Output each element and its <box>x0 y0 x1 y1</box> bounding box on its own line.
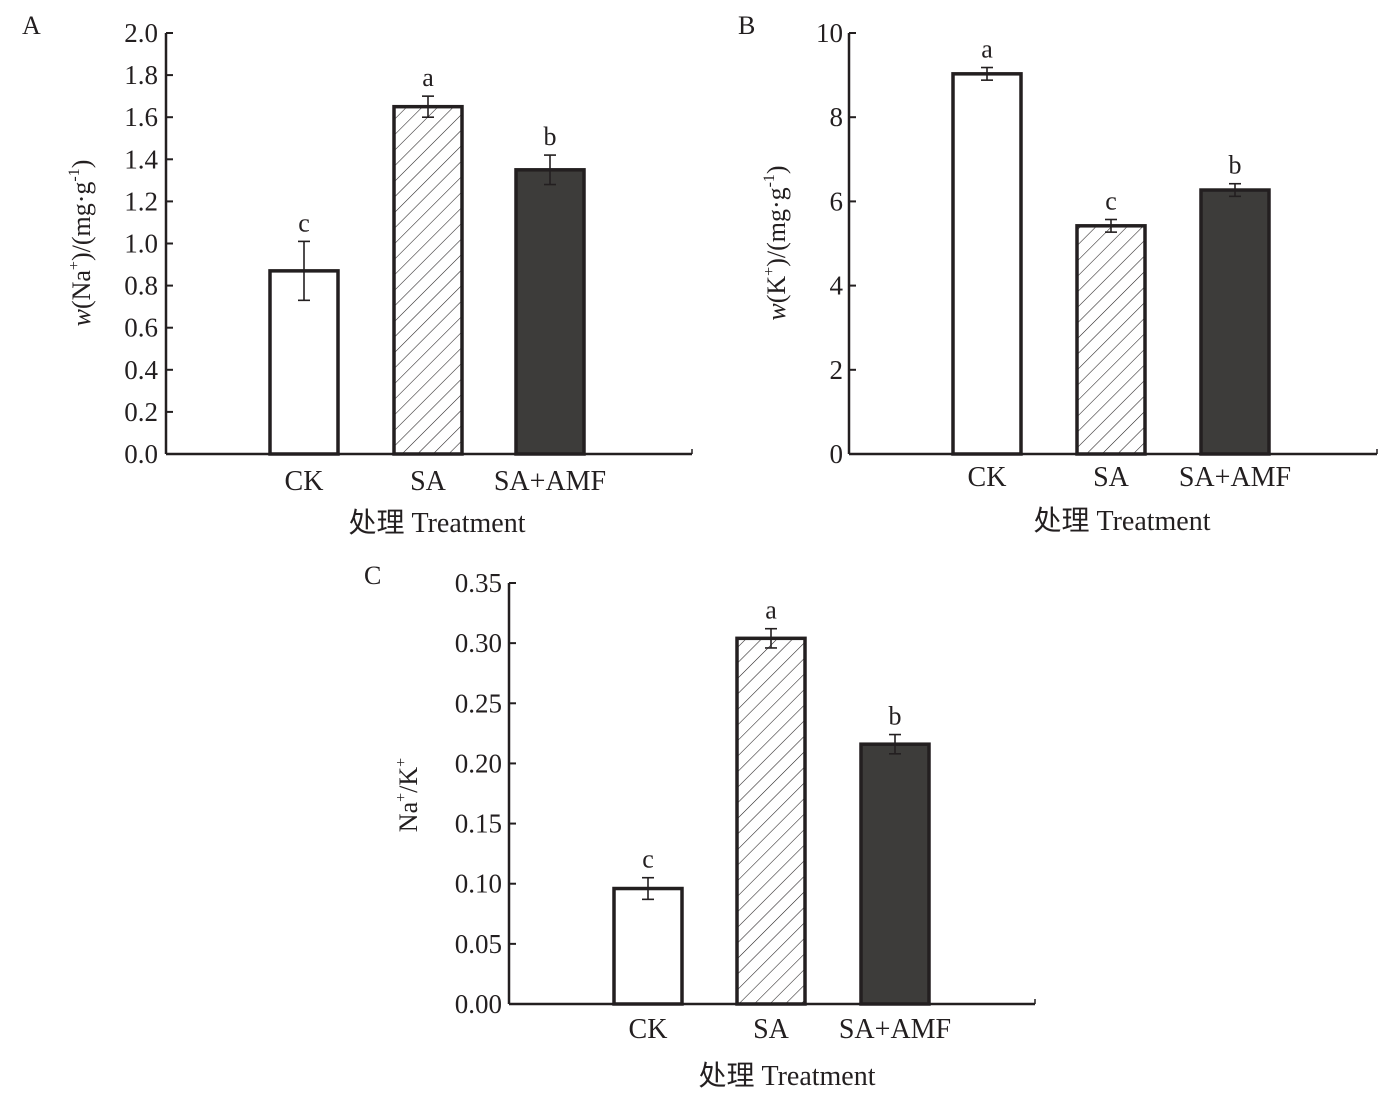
significance-label: b <box>889 702 902 731</box>
y-tick-label: 0.15 <box>455 809 502 839</box>
significance-label: c <box>1105 187 1117 216</box>
x-tick-label: CK <box>968 462 1007 493</box>
x-tick-label: SA <box>410 466 447 497</box>
y-tick-label: 1.6 <box>124 102 158 132</box>
bar-ck <box>268 269 340 456</box>
panel-label: A <box>22 11 41 40</box>
y-tick-label: 0.25 <box>455 688 502 718</box>
y-tick-label: 0.4 <box>124 355 158 385</box>
significance-label: b <box>544 122 557 151</box>
panel-label: B <box>738 11 755 40</box>
y-tick-label: 1.4 <box>124 144 158 174</box>
y-tick-label: 1.8 <box>124 60 158 90</box>
y-tick-label: 0.10 <box>455 869 502 899</box>
panel-c: C Na+/K+ 处理 Treatment 0.00 0.05 0.10 0.15 0.… <box>364 561 1036 1092</box>
x-axis-label: 处理 Treatment <box>698 1060 875 1092</box>
y-tick-label: 0.30 <box>455 628 502 658</box>
bar-sa-amf <box>1199 188 1271 456</box>
x-axis-label: 处理 Treatment <box>348 507 525 539</box>
significance-label: a <box>765 596 777 625</box>
x-tick-label: SA+AMF <box>839 1014 951 1045</box>
x-tick-label: SA+AMF <box>494 466 606 497</box>
y-tick-label: 0.2 <box>124 397 158 427</box>
y-tick-label: 10 <box>816 18 843 48</box>
y-tick-label: 0.05 <box>455 929 502 959</box>
panel-a: A w(Na+)/(mg·g-1) 处理 Treatment 0.0 0.2 0.4… <box>22 11 693 539</box>
bar-sa-amf <box>859 742 931 1006</box>
panel-label: C <box>364 561 381 590</box>
y-tick-label: 1.0 <box>124 229 158 259</box>
significance-label: c <box>642 845 654 874</box>
x-axis-label: 处理 Treatment <box>1033 505 1210 537</box>
bar-sa <box>1075 224 1147 456</box>
bar-sa <box>392 104 464 456</box>
significance-label: a <box>981 35 993 64</box>
y-tick-label: 0.8 <box>124 271 158 301</box>
x-tick-label: SA <box>1093 462 1130 493</box>
y-tick-label: 2.0 <box>124 18 158 48</box>
y-axis-label: w(K+)/(mg·g-1) <box>761 165 791 320</box>
bar-ck <box>612 886 684 1006</box>
x-tick-label: SA <box>753 1014 790 1045</box>
y-tick-label: 0.6 <box>124 313 158 343</box>
y-tick-label: 0.35 <box>455 568 502 598</box>
y-tick-label: 2 <box>830 355 844 385</box>
y-tick-label: 0 <box>830 439 844 469</box>
y-axis-label: w(Na+)/(mg·g-1) <box>66 160 96 327</box>
y-tick-label: 0.0 <box>124 439 158 469</box>
y-tick-label: 0.20 <box>455 748 502 778</box>
bar-ck <box>951 72 1023 456</box>
x-tick-label: SA+AMF <box>1179 462 1291 493</box>
y-axis-label: Na+/K+ <box>393 758 423 832</box>
y-tick-label: 4 <box>830 271 844 301</box>
y-tick-label: 8 <box>830 102 844 132</box>
significance-label: c <box>298 208 310 237</box>
bar-sa <box>735 636 807 1006</box>
y-tick-label: 0.00 <box>455 989 502 1019</box>
panel-b: B w(K+)/(mg·g-1) 处理 Treatment 0 2 4 6 8 10 a c… <box>738 11 1378 537</box>
significance-label: b <box>1229 151 1242 180</box>
significance-label: a <box>422 63 434 92</box>
y-tick-label: 1.2 <box>124 186 158 216</box>
bar-sa-amf <box>514 168 586 456</box>
y-tick-label: 6 <box>830 186 844 216</box>
x-tick-label: CK <box>285 466 324 497</box>
x-tick-label: CK <box>629 1014 668 1045</box>
